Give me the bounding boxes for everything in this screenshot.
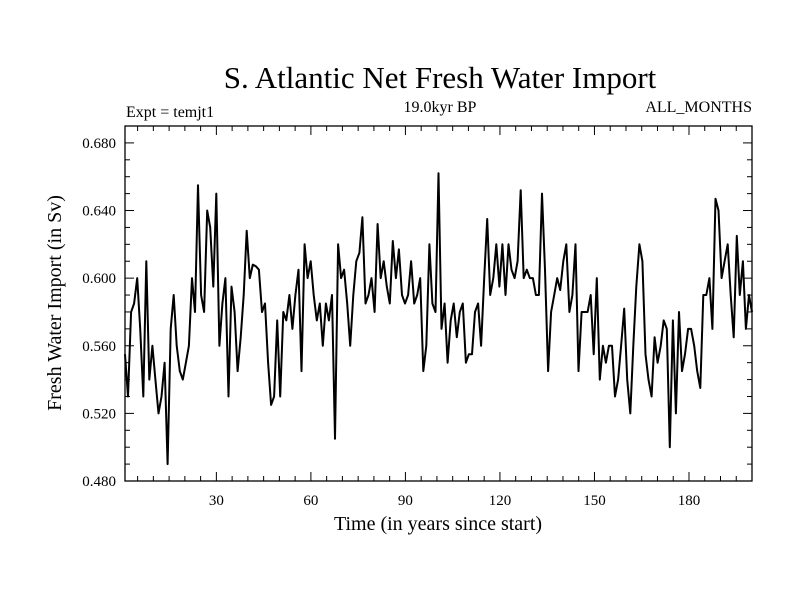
x-tick-label: 90 [398, 493, 413, 509]
y-tick-label: 0.600 [82, 271, 116, 287]
x-axis-label: Time (in years since start) [334, 513, 542, 535]
plot-frame [124, 125, 753, 482]
y-tick-label: 0.520 [82, 406, 116, 422]
x-tick-label: 150 [583, 493, 606, 509]
data-series-line [124, 172, 753, 466]
axis-tick-labels: 30 60 90 120 150 180 0.480 0.520 0.560 0.600 0.640… [82, 136, 700, 509]
y-tick-label: 0.480 [82, 474, 116, 490]
x-tick-label: 120 [489, 493, 512, 509]
y-tick-label: 0.680 [82, 136, 116, 152]
chart-subtitle-center: 19.0kyr BP [404, 99, 477, 116]
y-tick-label: 0.640 [82, 204, 116, 220]
x-tick-label: 60 [303, 493, 318, 509]
chart-title: S. Atlantic Net Fresh Water Import [224, 60, 657, 95]
chart-subtitle-left: Expt = temjt1 [126, 104, 214, 121]
axis-ticks [125, 125, 752, 482]
y-axis-label: Fresh Water Import (in Sv) [44, 195, 66, 411]
chart-subtitle-right: ALL_MONTHS [645, 99, 752, 116]
x-tick-label: 30 [209, 493, 224, 509]
x-tick-label: 180 [678, 493, 701, 509]
y-tick-label: 0.560 [82, 339, 116, 355]
